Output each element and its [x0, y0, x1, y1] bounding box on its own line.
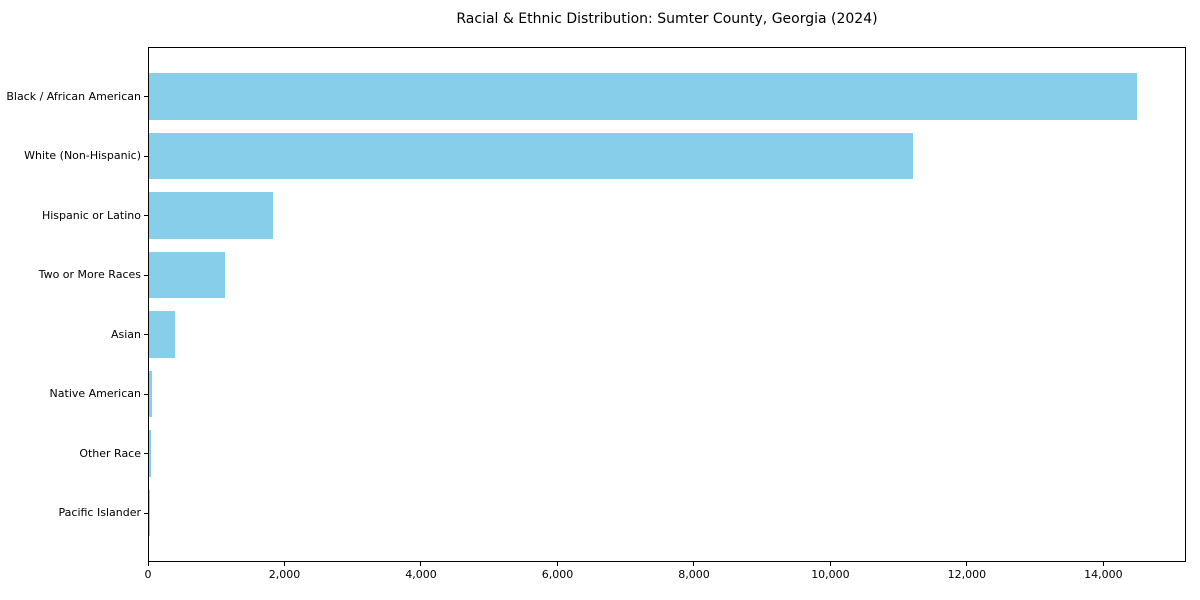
bar-black-african-american — [149, 73, 1138, 120]
y-tick — [144, 393, 148, 395]
y-tick — [144, 334, 148, 336]
bar-two-or-more-races — [149, 251, 226, 299]
x-tick-label: 10,000 — [811, 568, 850, 581]
plot-area — [148, 47, 1186, 562]
y-tick-label: Asian — [110, 327, 141, 341]
bar-pacific-islander — [149, 489, 150, 537]
bar-native-american — [149, 370, 153, 418]
x-tick-label: 4,000 — [405, 568, 437, 581]
x-tick — [420, 562, 422, 566]
chart-title: Racial & Ethnic Distribution: Sumter Cou… — [456, 11, 878, 27]
x-tick-label: 2,000 — [268, 568, 301, 581]
y-tick-label: Pacific Islander — [58, 506, 141, 520]
y-tick — [144, 453, 148, 455]
x-tick — [147, 562, 149, 566]
y-tick-label: White (Non-Hispanic) — [24, 149, 141, 163]
bar-white-non-hispanic — [149, 132, 913, 180]
x-tick — [283, 562, 285, 566]
bar-hispanic-or-latino — [149, 192, 273, 239]
x-tick-label: 14,000 — [1084, 568, 1123, 581]
x-tick — [1102, 562, 1104, 566]
bar-other-race — [149, 430, 152, 477]
bar-asian — [149, 311, 175, 358]
x-tick — [966, 562, 968, 566]
y-tick-label: Hispanic or Latino — [41, 208, 141, 222]
x-tick — [693, 562, 695, 566]
x-tick-label: 8,000 — [678, 568, 710, 581]
y-tick-label: Native American — [49, 387, 141, 401]
x-tick — [556, 562, 558, 566]
y-tick — [144, 512, 148, 514]
x-tick-label: 12,000 — [947, 568, 987, 581]
x-tick — [829, 562, 831, 566]
y-tick — [144, 215, 148, 217]
y-tick — [144, 274, 148, 276]
y-tick-label: Two or More Races — [38, 268, 141, 282]
y-tick — [144, 96, 148, 98]
x-tick-label: 0 — [144, 568, 152, 581]
y-tick — [144, 155, 148, 157]
x-tick-label: 6,000 — [541, 568, 574, 581]
y-tick-label: Black / African American — [6, 89, 141, 103]
y-tick-label: Other Race — [79, 446, 141, 460]
